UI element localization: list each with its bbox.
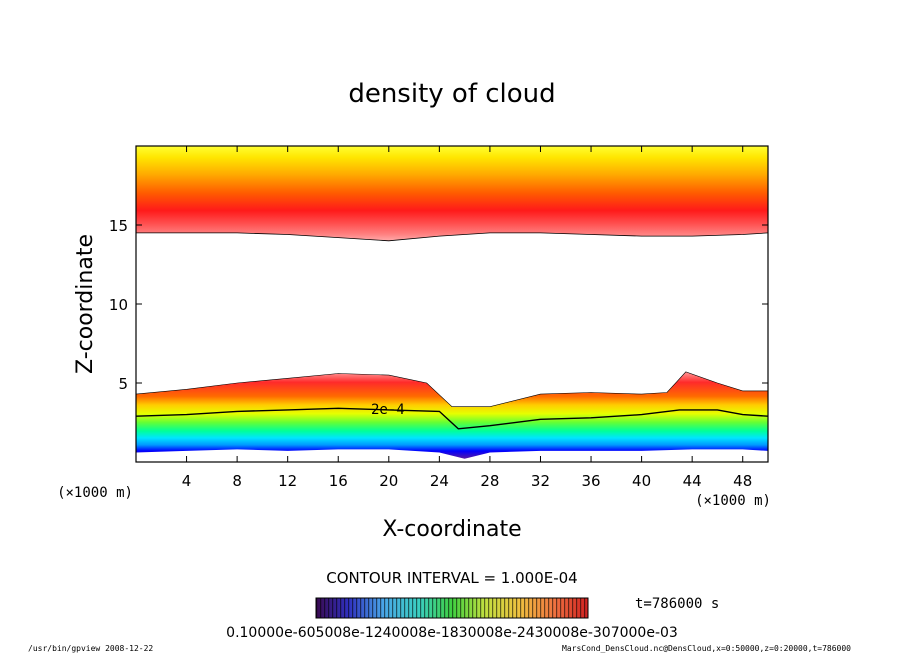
x-tick-label: 40 [632, 472, 651, 490]
x-tick-label: 32 [531, 472, 550, 490]
footer-right: MarsCond_DensCloud.nc@DensCloud,x=0:5000… [562, 644, 851, 653]
x-tick-label: 24 [430, 472, 449, 490]
upper-cloud-layer [136, 146, 768, 241]
upper-layer-contour [136, 232, 768, 242]
x-axis-label: X-coordinate [382, 517, 521, 542]
x-tick-label: 28 [480, 472, 499, 490]
lower-layer-contour [136, 371, 768, 407]
x-tick-label: 36 [581, 472, 600, 490]
x-ticks: 4 8 12 16 20 24 28 32 36 40 44 48 [182, 146, 752, 490]
colorbar-frame [315, 597, 589, 619]
contour-label: 2e-4 [371, 402, 405, 418]
x-tick-label: 44 [683, 472, 702, 490]
y-tick-label: 15 [109, 217, 128, 235]
y-axis-label: Z-coordinate [73, 234, 98, 374]
chart-title: density of cloud [348, 79, 555, 109]
footer-left: /usr/bin/gpview 2008-12-22 [28, 644, 153, 653]
colorbar-labels: 0.10000e-605008e-1240008e-1830008e-24300… [226, 625, 678, 641]
colorbar-lines [316, 598, 588, 618]
lower-cloud-layer [136, 371, 768, 459]
x-units-label: (×1000 m) [695, 493, 771, 509]
x-tick-label: 16 [329, 472, 348, 490]
y-tick-label: 5 [118, 375, 128, 393]
time-label: t=786000 s [635, 596, 719, 612]
x-tick-label: 20 [379, 472, 398, 490]
y-tick-label: 10 [109, 296, 128, 314]
x-tick-label: 48 [733, 472, 752, 490]
x-tick-label: 8 [232, 472, 242, 490]
contour-2e-4 [136, 407, 768, 430]
x-tick-label: 12 [278, 472, 297, 490]
contour-interval: CONTOUR INTERVAL = 1.000E-04 [326, 569, 577, 587]
z-units-label: (×1000 m) [57, 485, 133, 501]
x-tick-label: 4 [182, 472, 192, 490]
y-ticks: 5 10 15 [109, 217, 768, 393]
